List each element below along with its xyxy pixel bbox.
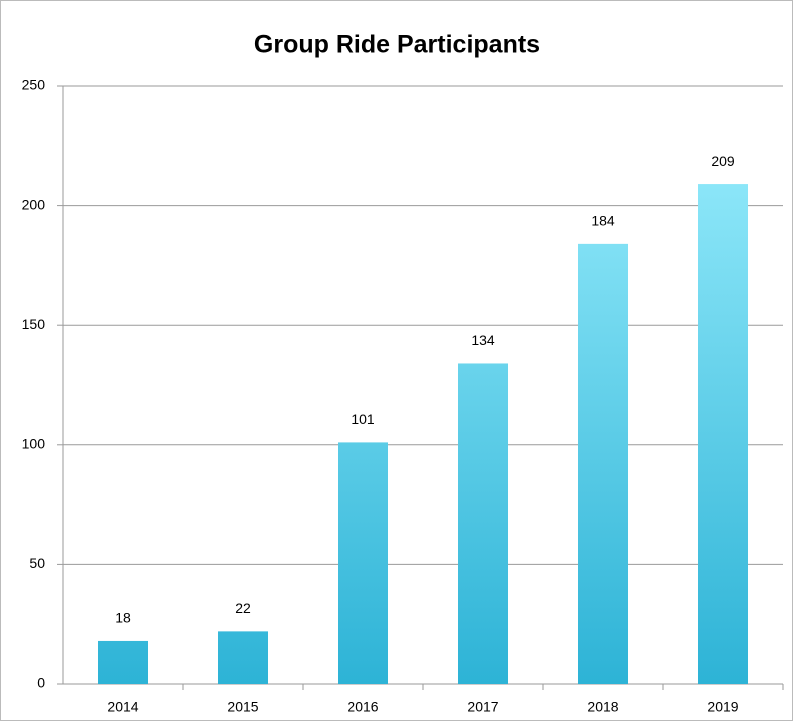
- x-tick-label: 2015: [227, 699, 258, 715]
- data-label: 209: [711, 153, 735, 169]
- x-tick-label: 2014: [107, 699, 138, 715]
- y-tick-label: 200: [22, 196, 46, 212]
- bar: [338, 442, 388, 684]
- data-label: 18: [115, 610, 131, 626]
- chart-title: Group Ride Participants: [254, 31, 540, 59]
- x-tick-label: 2016: [347, 699, 378, 715]
- bar: [218, 631, 268, 684]
- data-label: 134: [471, 332, 495, 348]
- bar: [458, 363, 508, 684]
- y-tick-label: 150: [22, 316, 46, 332]
- y-tick-label: 100: [22, 436, 46, 452]
- x-tick-label: 2018: [587, 699, 618, 715]
- y-tick-label: 250: [22, 77, 46, 93]
- y-tick-label: 50: [29, 555, 45, 571]
- data-label: 22: [235, 600, 251, 616]
- y-tick-label: 0: [37, 675, 45, 691]
- x-tick-label: 2017: [467, 699, 498, 715]
- data-label: 101: [351, 411, 375, 427]
- bar: [578, 243, 628, 684]
- x-tick-label: 2019: [707, 699, 738, 715]
- bar: [98, 640, 148, 684]
- bar: [698, 184, 748, 684]
- data-label: 184: [591, 213, 615, 229]
